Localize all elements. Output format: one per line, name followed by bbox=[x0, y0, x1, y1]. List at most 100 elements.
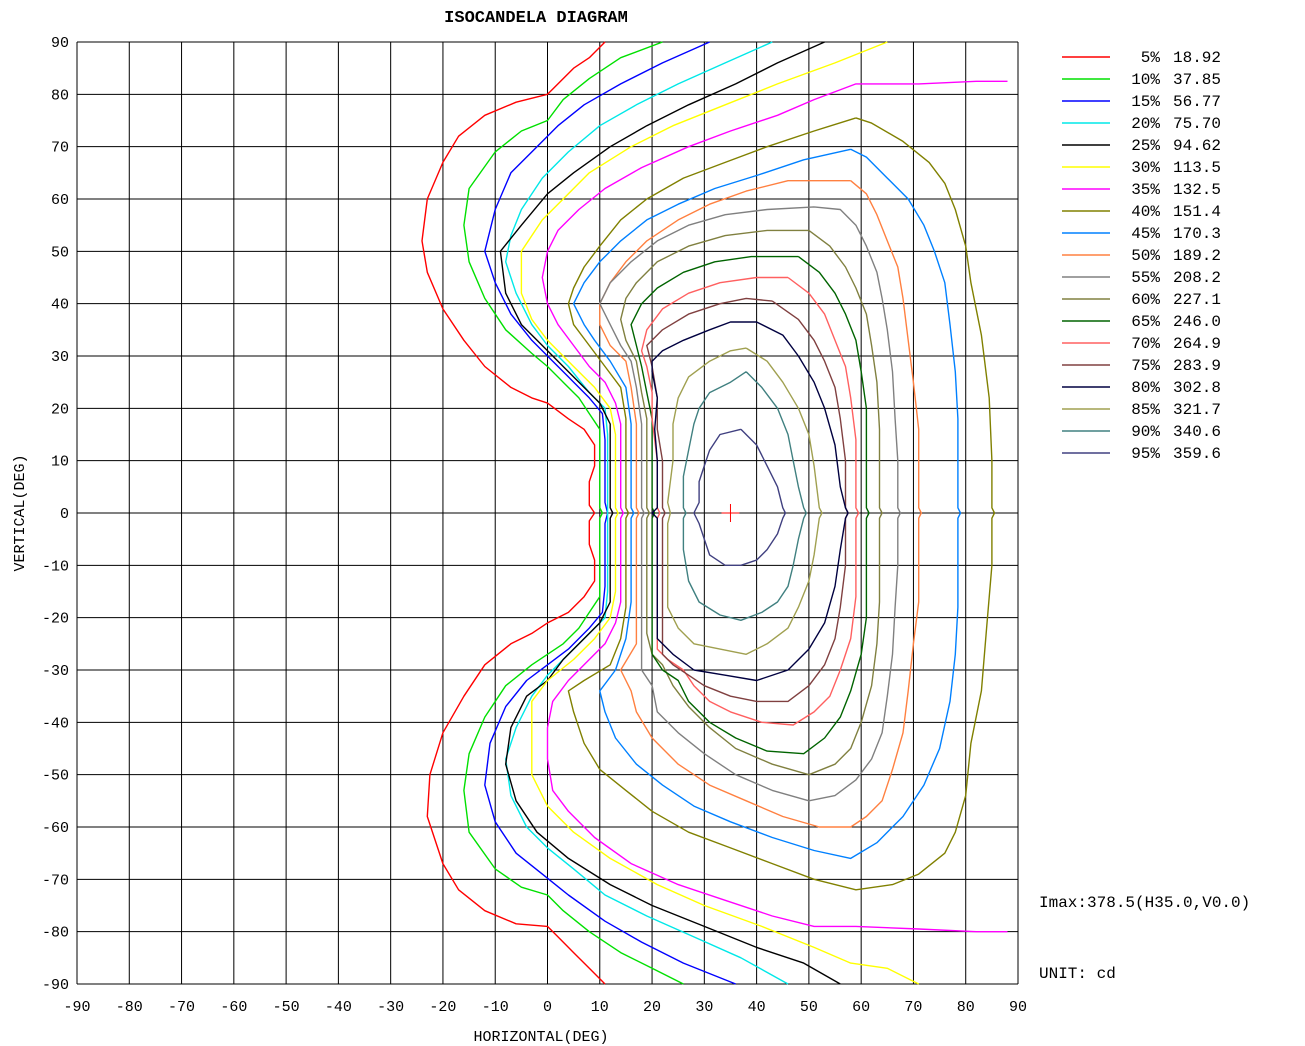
legend-pct: 70% bbox=[1131, 335, 1160, 353]
legend-value: 56.77 bbox=[1173, 93, 1221, 111]
legend-value: 170.3 bbox=[1173, 225, 1221, 243]
y-tick-label: -30 bbox=[42, 663, 69, 680]
x-tick-label: 60 bbox=[852, 999, 870, 1016]
imax-text: Imax:378.5(H35.0,V0.0) bbox=[1039, 894, 1250, 912]
contour-line bbox=[541, 80, 1008, 933]
legend-value: 227.1 bbox=[1173, 291, 1221, 309]
contour-line bbox=[599, 206, 902, 802]
x-tick-label: -90 bbox=[63, 999, 90, 1016]
legend-pct: 60% bbox=[1131, 291, 1160, 309]
x-tick-label: 80 bbox=[957, 999, 975, 1016]
y-tick-label: -90 bbox=[42, 977, 69, 994]
legend-value: 75.70 bbox=[1173, 115, 1221, 133]
contour-line bbox=[567, 117, 996, 891]
unit-text: UNIT: cd bbox=[1039, 965, 1116, 983]
contour-line bbox=[667, 347, 823, 655]
y-tick-label: -70 bbox=[42, 872, 69, 889]
y-tick-label: 70 bbox=[51, 140, 69, 157]
legend-pct: 30% bbox=[1131, 159, 1160, 177]
legend-pct: 55% bbox=[1131, 269, 1160, 287]
x-tick-label: -80 bbox=[116, 999, 143, 1016]
legend-pct: 35% bbox=[1131, 181, 1160, 199]
y-tick-label: 80 bbox=[51, 87, 69, 104]
legend-pct: 15% bbox=[1131, 93, 1160, 111]
legend-value: 359.6 bbox=[1173, 445, 1221, 463]
y-axis-label: VERTICAL(DEG) bbox=[12, 454, 29, 571]
contour-line bbox=[693, 428, 787, 566]
contour-line bbox=[620, 229, 883, 776]
legend-value: 94.62 bbox=[1173, 137, 1221, 155]
legend-pct: 65% bbox=[1131, 313, 1160, 331]
legend-value: 283.9 bbox=[1173, 357, 1221, 375]
legend-value: 189.2 bbox=[1173, 247, 1221, 265]
legend-value: 302.8 bbox=[1173, 379, 1221, 397]
legend-value: 37.85 bbox=[1173, 71, 1221, 89]
y-tick-label: -20 bbox=[42, 611, 69, 628]
contour-line bbox=[463, 41, 684, 985]
x-tick-label: 90 bbox=[1009, 999, 1027, 1016]
x-tick-label: 50 bbox=[800, 999, 818, 1016]
legend-value: 208.2 bbox=[1173, 269, 1221, 287]
x-tick-label: 70 bbox=[904, 999, 922, 1016]
contour-lines bbox=[421, 41, 1008, 985]
legend-value: 340.6 bbox=[1173, 423, 1221, 441]
legend-value: 18.92 bbox=[1173, 49, 1221, 67]
contour-line bbox=[651, 321, 849, 682]
legend-pct: 40% bbox=[1131, 203, 1160, 221]
legend-value: 132.5 bbox=[1173, 181, 1221, 199]
legend-value: 246.0 bbox=[1173, 313, 1221, 331]
y-tick-label: -10 bbox=[42, 558, 69, 575]
x-tick-label: -30 bbox=[377, 999, 404, 1016]
y-tick-label: 90 bbox=[51, 35, 69, 52]
y-tick-label: -60 bbox=[42, 820, 69, 837]
x-tick-label: -50 bbox=[273, 999, 300, 1016]
legend-pct: 5% bbox=[1141, 49, 1161, 67]
contour-line bbox=[640, 276, 860, 726]
contour-line bbox=[520, 41, 920, 985]
legend-pct: 85% bbox=[1131, 401, 1160, 419]
x-axis-label: HORIZONTAL(DEG) bbox=[473, 1029, 608, 1046]
x-tick-label: 0 bbox=[543, 999, 552, 1016]
y-tick-label: -80 bbox=[42, 925, 69, 942]
legend-pct: 20% bbox=[1131, 115, 1160, 133]
y-tick-label: 20 bbox=[51, 401, 69, 418]
legend-pct: 75% bbox=[1131, 357, 1160, 375]
x-tick-label: -70 bbox=[168, 999, 195, 1016]
contour-line bbox=[499, 41, 841, 985]
legend-value: 113.5 bbox=[1173, 159, 1221, 177]
chart-title: ISOCANDELA DIAGRAM bbox=[444, 9, 628, 28]
contour-line bbox=[630, 255, 870, 755]
legend-pct: 10% bbox=[1131, 71, 1160, 89]
contour-line bbox=[505, 41, 789, 985]
x-tick-label: 20 bbox=[643, 999, 661, 1016]
contour-line bbox=[572, 148, 962, 860]
max-point-marker bbox=[721, 504, 740, 522]
y-tick-label: 10 bbox=[51, 454, 69, 471]
legend-pct: 45% bbox=[1131, 225, 1160, 243]
legend: 5% 18.92 10% 37.85 15% 56.77 20% 75.70 25% 94.62 3… bbox=[1062, 49, 1221, 463]
legend-value: 264.9 bbox=[1173, 335, 1221, 353]
x-tick-label: 10 bbox=[591, 999, 609, 1016]
x-tick-label: -60 bbox=[220, 999, 247, 1016]
contour-line bbox=[421, 41, 606, 985]
x-tick-label: 40 bbox=[748, 999, 766, 1016]
legend-pct: 90% bbox=[1131, 423, 1160, 441]
legend-pct: 25% bbox=[1131, 137, 1160, 155]
legend-pct: 80% bbox=[1131, 379, 1160, 397]
x-tick-label: -20 bbox=[429, 999, 456, 1016]
x-tick-label: -10 bbox=[482, 999, 509, 1016]
y-tick-label: -50 bbox=[42, 768, 69, 785]
y-tick-label: 50 bbox=[51, 244, 69, 261]
contour-line bbox=[682, 371, 807, 621]
x-tick-label: -40 bbox=[325, 999, 352, 1016]
y-tick-labels: 90 80 70 60 50 40 30 20 10 0 -10 -20 -30 -40 -50 -60 -70… bbox=[42, 35, 69, 994]
legend-value: 321.7 bbox=[1173, 401, 1221, 419]
y-tick-label: 60 bbox=[51, 192, 69, 209]
legend-value: 151.4 bbox=[1173, 203, 1221, 221]
y-tick-label: 30 bbox=[51, 349, 69, 366]
legend-pct: 95% bbox=[1131, 445, 1160, 463]
x-tick-labels: -90 -80 -70 -60 -50 -40 -30 -20 -10 0 10 20 30 40 50 60… bbox=[63, 999, 1027, 1016]
y-tick-label: 0 bbox=[60, 506, 69, 523]
legend-pct: 50% bbox=[1131, 247, 1160, 265]
